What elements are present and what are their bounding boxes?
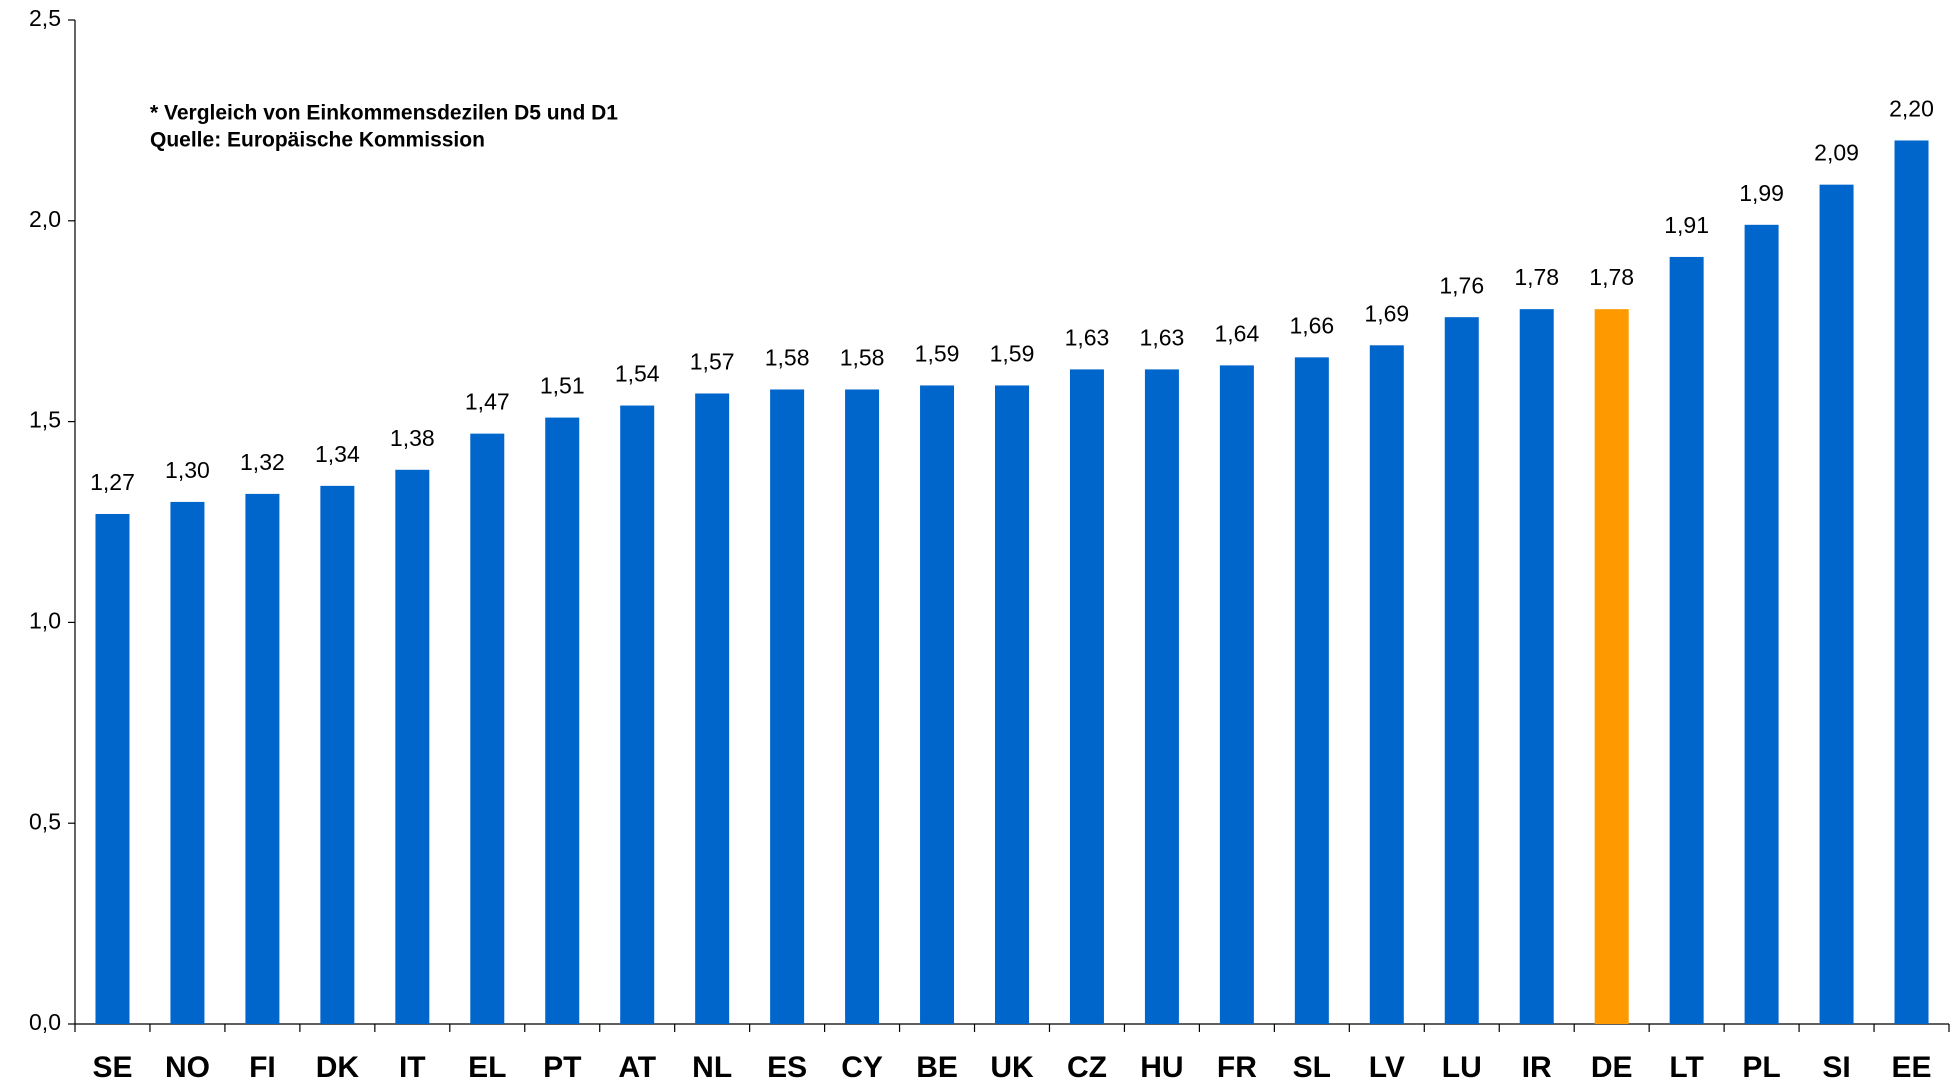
bar [995, 385, 1029, 1024]
bar [95, 513, 130, 1024]
data-label: 1,78 [1589, 264, 1634, 290]
data-label: 1,69 [1364, 300, 1409, 326]
bar [1219, 365, 1254, 1025]
x-tick-label: DK [316, 1051, 360, 1083]
data-label: 1,57 [690, 349, 735, 375]
data-label: 1,78 [1514, 264, 1559, 290]
data-label: 1,51 [540, 373, 585, 399]
data-label: 1,59 [915, 341, 960, 367]
bar [1144, 369, 1179, 1025]
x-tick-label: UK [990, 1051, 1034, 1083]
data-label: 1,27 [90, 469, 135, 495]
bar [1819, 184, 1854, 1024]
x-tick-label: FR [1217, 1051, 1257, 1083]
x-tick-label: SI [1822, 1051, 1850, 1083]
x-tick-label: SE [92, 1051, 132, 1083]
data-label: 1,34 [315, 441, 360, 467]
data-label: 1,30 [165, 457, 210, 483]
bar [320, 485, 355, 1025]
annotation: Quelle: Europäische Kommission [150, 129, 485, 152]
x-tick-label: CZ [1067, 1051, 1107, 1083]
data-label: 1,63 [1065, 324, 1110, 350]
x-tick-label: NO [165, 1051, 210, 1083]
bar [845, 389, 880, 1024]
x-tick-label: LV [1369, 1051, 1405, 1083]
x-tick-label: ES [767, 1051, 807, 1083]
bar [620, 405, 655, 1024]
data-label: 1,63 [1140, 324, 1185, 350]
bar [1519, 309, 1554, 1025]
bar [1894, 140, 1929, 1025]
data-label: 2,09 [1814, 140, 1859, 166]
x-tick-label: PT [543, 1051, 581, 1083]
x-tick-label: SL [1293, 1051, 1331, 1083]
y-tick-label: 0,0 [29, 1009, 61, 1035]
data-label: 1,58 [765, 345, 810, 371]
bar [1069, 369, 1104, 1025]
bar [1594, 309, 1629, 1025]
data-label: 1,54 [615, 361, 660, 387]
data-label: 1,59 [990, 341, 1035, 367]
bar [1294, 357, 1329, 1024]
annotation: * Vergleich von Einkommensdezilen D5 und… [150, 102, 618, 125]
x-tick-label: BE [916, 1051, 958, 1083]
bar [470, 433, 505, 1024]
bar [245, 493, 280, 1024]
x-tick-label: IT [399, 1051, 426, 1083]
bar [1669, 256, 1704, 1025]
x-tick-label: CY [841, 1051, 883, 1083]
data-label: 1,32 [240, 449, 285, 475]
y-tick-label: 1,0 [29, 607, 61, 633]
x-tick-label: EE [1892, 1051, 1932, 1083]
data-label: 1,99 [1739, 180, 1784, 206]
y-tick-label: 2,5 [29, 5, 61, 31]
x-tick-label: PL [1742, 1051, 1780, 1083]
data-label: 1,66 [1289, 312, 1334, 338]
bar [920, 385, 955, 1024]
bar [545, 417, 580, 1025]
data-label: 1,38 [390, 425, 435, 451]
x-tick-label: HU [1140, 1051, 1183, 1083]
y-tick-label: 1,5 [29, 407, 61, 433]
x-tick-label: AT [618, 1051, 656, 1083]
data-label: 1,76 [1439, 272, 1484, 298]
y-tick-label: 2,0 [29, 206, 61, 232]
bar [395, 469, 430, 1024]
x-tick-label: IR [1522, 1051, 1552, 1083]
data-label: 2,20 [1889, 96, 1934, 122]
bar [1369, 345, 1404, 1024]
data-label: 1,91 [1664, 212, 1709, 238]
data-label: 1,47 [465, 389, 510, 415]
bar [1744, 224, 1779, 1025]
x-tick-label: FI [249, 1051, 276, 1083]
bar [770, 389, 805, 1024]
bar [170, 501, 205, 1024]
x-tick-label: LU [1442, 1051, 1482, 1083]
bar [1444, 317, 1479, 1025]
data-label: 1,64 [1214, 320, 1259, 346]
x-tick-label: DE [1591, 1051, 1633, 1083]
x-tick-label: LT [1669, 1051, 1703, 1083]
data-label: 1,58 [840, 345, 885, 371]
y-tick-label: 0,5 [29, 808, 61, 834]
bar [695, 393, 730, 1024]
x-tick-label: EL [468, 1051, 506, 1083]
x-tick-label: NL [692, 1051, 732, 1083]
